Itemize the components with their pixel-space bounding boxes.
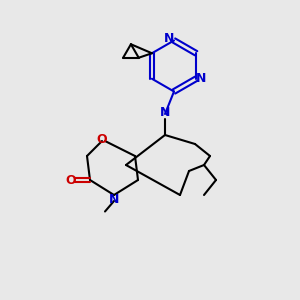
Text: O: O <box>65 173 76 187</box>
Text: O: O <box>97 133 107 146</box>
Text: N: N <box>164 32 175 46</box>
Text: N: N <box>160 106 170 119</box>
Text: N: N <box>109 193 119 206</box>
Text: N: N <box>195 72 206 85</box>
